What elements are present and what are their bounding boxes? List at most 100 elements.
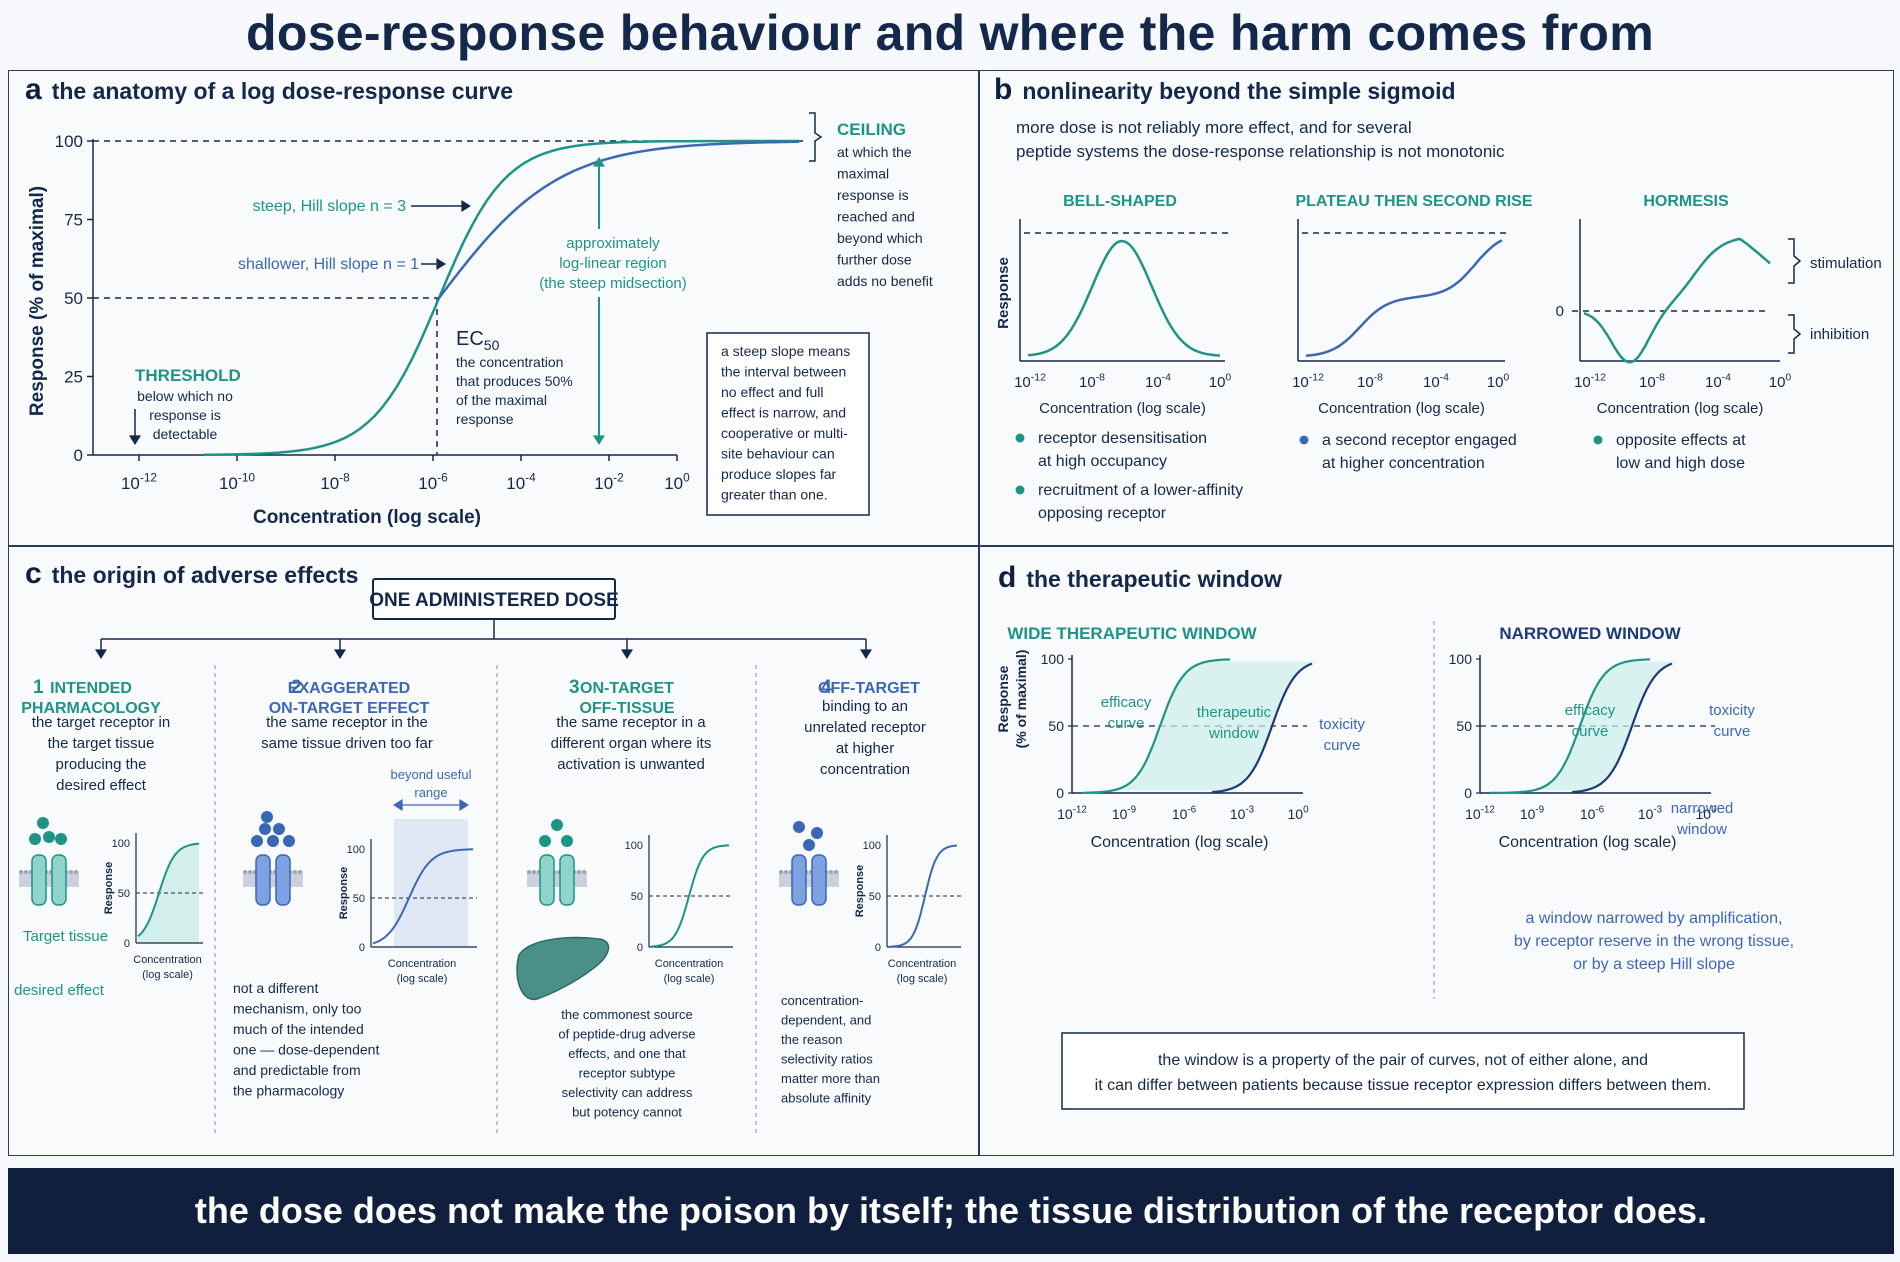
- receptor-subunit: [255, 854, 271, 906]
- column-number: 3: [569, 677, 580, 698]
- column-2-note: much of the intended: [233, 1021, 364, 1037]
- panel-a-title: the anatomy of a log dose-response curve: [51, 78, 514, 104]
- receptor-subunit: [31, 854, 47, 906]
- therapeutic-window-label: window: [1208, 725, 1259, 742]
- membrane-head: [243, 870, 247, 874]
- x-tick-label: 100: [664, 470, 690, 493]
- beyond-range-arrow-left: [393, 799, 403, 811]
- y-axis-title: Response (% of maximal): [27, 186, 48, 416]
- mini-x-tick-label: 10-4: [1423, 371, 1449, 391]
- inhibition-bracket: [1788, 314, 1802, 354]
- mini-x-axis-title: Concentration: [655, 958, 724, 970]
- dose-response-anatomy-chart: 100 75 50 25 0 10-12 10-10 10-8 10-6 10-4 10-2 100 C…: [27, 112, 933, 528]
- dose-branch-arrow: [860, 649, 872, 659]
- mini-chart-title: PLATEAU THEN SECOND RISE: [1295, 193, 1532, 210]
- column-title: INTENDED: [50, 680, 132, 697]
- window-chart-title: NARROWED WINDOW: [1499, 624, 1681, 643]
- beyond-range-shade: [394, 819, 468, 947]
- stimulation-label: stimulation: [1810, 255, 1882, 272]
- efficacy-curve-label: curve: [1108, 715, 1145, 732]
- mini-x-axis-title: (log scale): [397, 973, 448, 985]
- column-4-note: concentration-: [781, 993, 863, 1008]
- adverse-effects-diagram: ONE ADMINISTERED DOSE 1 INTENDED PHARMACOLO…: [14, 578, 961, 1137]
- membrane-head: [784, 870, 788, 874]
- membrane-head: [582, 870, 586, 874]
- membrane-head: [527, 870, 531, 874]
- liver-icon: [516, 936, 610, 1001]
- membrane-head: [24, 870, 28, 874]
- column-number: 2: [291, 677, 302, 698]
- threshold-text: detectable: [153, 426, 218, 442]
- window-shade: [1533, 661, 1679, 791]
- mini-x-axis-title: Concentration (log scale): [1039, 400, 1206, 417]
- efficacy-curve-label: curve: [1572, 723, 1609, 740]
- panel-a-letter: a: [25, 73, 42, 106]
- membrane-head: [74, 870, 78, 874]
- column-3-note: but potency cannot: [572, 1105, 682, 1120]
- panel-c-title: the origin of adverse effects: [51, 562, 359, 588]
- efficacy-curve-label: efficacy: [1565, 702, 1616, 719]
- narrowed-window-label: window: [1676, 821, 1727, 838]
- shallow-pointer-head: [436, 258, 446, 270]
- column-description: concentration: [820, 761, 910, 778]
- mini-x-tick-label: 10-8: [1079, 371, 1105, 391]
- membrane-head: [69, 870, 73, 874]
- slope-note-text: no effect and full: [721, 384, 823, 400]
- steep-pointer-head: [461, 200, 471, 212]
- membrane-head: [248, 870, 252, 874]
- column-title: ON-TARGET EFFECT: [269, 700, 430, 717]
- column-description: activation is unwanted: [557, 756, 705, 773]
- desired-effect-label: desired effect: [14, 982, 105, 999]
- ligand-dot: [43, 831, 55, 843]
- slope-note-text: a steep slope means: [721, 343, 850, 359]
- page-title: dose-response behaviour and where the ha…: [246, 5, 1654, 61]
- column-4-note: dependent, and: [781, 1013, 871, 1028]
- column-title: OFF-TARGET: [818, 680, 920, 697]
- ec50-description: of the maximal: [456, 392, 547, 408]
- panel-b-subtitle: more dose is not reliably more effect, a…: [1016, 118, 1412, 137]
- column-2-note: the pharmacology: [233, 1083, 344, 1099]
- ceiling-text: beyond which: [837, 230, 923, 246]
- window-x-tick-label: 100: [1695, 805, 1717, 822]
- steep-curve: [204, 139, 799, 456]
- ligand-dot: [551, 819, 563, 831]
- membrane-head: [532, 870, 536, 874]
- mini-y-tick-label: 0: [875, 942, 881, 954]
- ceiling-title: CEILING: [837, 120, 906, 139]
- membrane-head: [577, 870, 581, 874]
- toxicity-curve-label: curve: [1324, 737, 1361, 754]
- slope-note-text: cooperative or multi-: [721, 425, 848, 441]
- bullet-text: opposite effects at: [1616, 432, 1746, 449]
- bullet-text: at high occupancy: [1038, 453, 1167, 470]
- mini-y-tick-label: 50: [353, 893, 365, 905]
- mini-y-tick-label: 0: [359, 942, 365, 954]
- mini-y-axis-title: Response: [338, 867, 350, 920]
- dose-branch-arrow: [334, 649, 346, 659]
- mini-x-tick-label: 10-4: [1145, 371, 1171, 391]
- ligand-dot: [259, 823, 271, 835]
- nonlinearity-charts: more dose is not reliably more effect, a…: [995, 118, 1882, 522]
- mini-y-tick-label: 100: [347, 844, 365, 856]
- column-title: OFF-TISSUE: [579, 700, 674, 717]
- mini-response-curve: [650, 844, 730, 948]
- ligand-dot: [251, 835, 263, 847]
- window-x-tick-label: 10-6: [1580, 805, 1605, 822]
- mini-x-tick-label: 10-12: [1014, 371, 1046, 391]
- bullet-text: recruitment of a lower-affinity: [1038, 482, 1243, 499]
- ceiling-text: further dose: [837, 252, 912, 268]
- bullet-text: receptor desensitisation: [1038, 430, 1207, 447]
- ec50-description: that produces 50%: [456, 373, 573, 389]
- panel-b-letter: b: [994, 73, 1013, 106]
- ligand-dot: [29, 833, 41, 845]
- window-x-tick-label: 100: [1287, 805, 1309, 822]
- column-description: producing the: [56, 756, 147, 773]
- threshold-title: THRESHOLD: [135, 366, 241, 385]
- window-y-tick-label: 100: [1449, 651, 1473, 667]
- target-tissue-label: Target tissue: [23, 928, 108, 945]
- column-3-note: of peptide-drug adverse: [558, 1027, 695, 1042]
- ligand-dot: [561, 835, 573, 847]
- y-tick-label: 50: [64, 289, 83, 308]
- ligand-dot: [273, 823, 285, 835]
- desired-effect-fill: [138, 843, 199, 943]
- x-tick-label: 10-10: [219, 470, 255, 493]
